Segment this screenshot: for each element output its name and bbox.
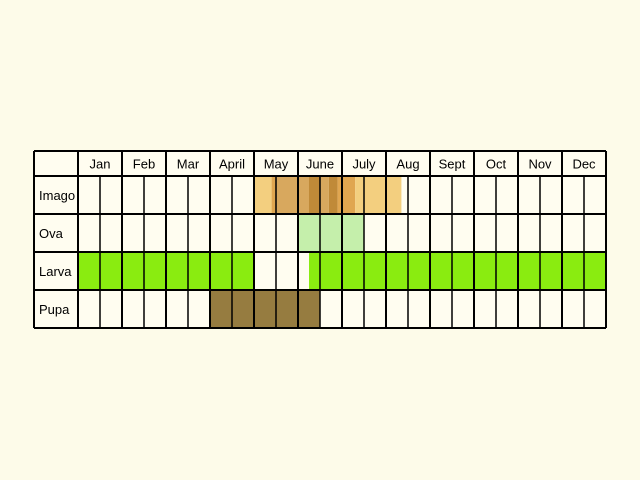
month-header-feb: Feb	[133, 157, 155, 172]
larva-period-block	[100, 252, 122, 290]
pupa-period-block	[276, 290, 298, 328]
larva-period-block	[144, 252, 166, 290]
imago-period-block	[364, 176, 386, 214]
stage-label-pupa: Pupa	[39, 302, 70, 317]
imago-period-block	[254, 176, 272, 214]
larva-period-block	[210, 252, 232, 290]
imago-period-block	[355, 176, 364, 214]
month-header-dec: Dec	[572, 157, 596, 172]
grid-lines	[33, 150, 607, 329]
stage-label-larva: Larva	[39, 264, 72, 279]
month-header-jan: Jan	[90, 157, 111, 172]
imago-period-block	[309, 176, 320, 214]
month-header-july: July	[352, 157, 376, 172]
pupa-period-block	[232, 290, 254, 328]
pupa-period-block	[210, 290, 232, 328]
larva-period-block	[78, 252, 100, 290]
ova-period-block	[320, 214, 342, 252]
ova-period-block	[342, 214, 364, 252]
month-header-sept: Sept	[439, 157, 466, 172]
larva-period-block	[188, 252, 210, 290]
stage-label-imago: Imago	[39, 188, 75, 203]
larva-period-block	[386, 252, 408, 290]
larva-period-block	[342, 252, 364, 290]
pupa-period-block	[254, 290, 276, 328]
month-header-may: May	[264, 157, 289, 172]
ova-period-block	[298, 214, 320, 252]
larva-period-block	[166, 252, 188, 290]
larva-period-block	[496, 252, 518, 290]
larva-period-block	[584, 252, 606, 290]
stage-labels: Imago Ova Larva Pupa	[39, 188, 75, 317]
imago-period-block	[298, 176, 309, 214]
stage-fills	[78, 176, 606, 328]
larva-period-block	[540, 252, 562, 290]
larva-period-block	[309, 252, 320, 290]
larva-period-block	[408, 252, 430, 290]
pupa-period-block	[298, 290, 320, 328]
month-header-april: April	[219, 157, 245, 172]
imago-period-block	[320, 176, 329, 214]
imago-period-block	[386, 176, 402, 214]
larva-period-block	[474, 252, 496, 290]
imago-period-block	[276, 176, 298, 214]
larva-period-block	[364, 252, 386, 290]
larva-period-block	[430, 252, 452, 290]
month-header-nov: Nov	[528, 157, 552, 172]
larva-period-block	[562, 252, 584, 290]
larva-period-block	[232, 252, 254, 290]
month-headers: Jan Feb Mar April May June July Aug Sept Oct Nov De…	[90, 157, 597, 172]
larva-period-block	[320, 252, 342, 290]
month-header-aug: Aug	[396, 157, 419, 172]
month-header-oct: Oct	[486, 157, 507, 172]
larva-period-block	[518, 252, 540, 290]
stage-label-ova: Ova	[39, 226, 64, 241]
imago-period-block	[328, 176, 338, 214]
larva-period-block	[452, 252, 474, 290]
month-header-june: June	[306, 157, 334, 172]
imago-period-block	[271, 176, 276, 214]
month-header-mar: Mar	[177, 157, 200, 172]
imago-period-block	[337, 176, 342, 214]
larva-period-block	[122, 252, 144, 290]
imago-period-block	[342, 176, 356, 214]
